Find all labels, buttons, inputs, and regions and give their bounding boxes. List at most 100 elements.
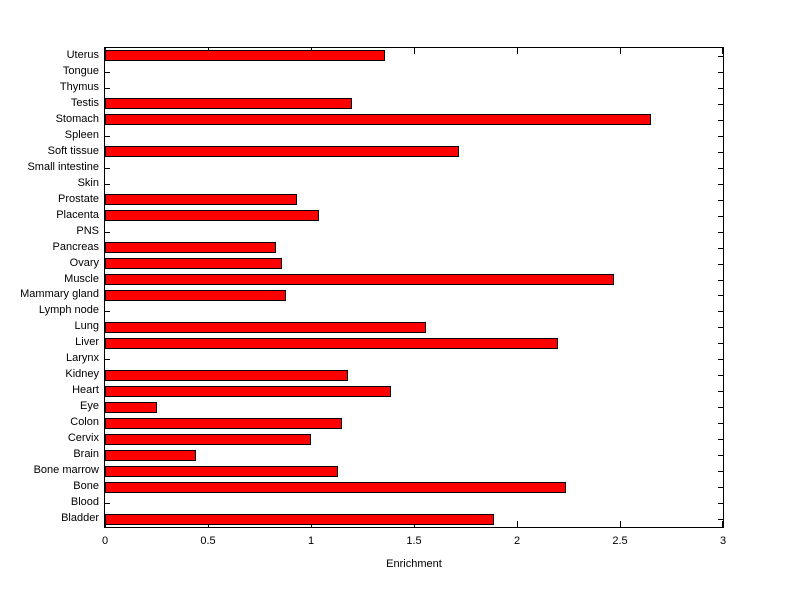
bar <box>105 418 342 429</box>
x-tick-label: 3 <box>719 535 727 547</box>
bar <box>105 114 651 125</box>
y-tick <box>105 503 110 504</box>
bar <box>105 146 459 157</box>
y-tick-label: Muscle <box>64 273 99 285</box>
y-tick <box>718 455 723 456</box>
y-tick <box>718 423 723 424</box>
y-tick-label: Tongue <box>62 65 99 77</box>
bar <box>105 274 614 285</box>
y-tick <box>718 168 723 169</box>
y-tick <box>718 136 723 137</box>
y-tick-label: Brain <box>73 448 99 460</box>
y-tick-label: Mammary gland <box>20 288 99 300</box>
y-tick-label: Uterus <box>66 49 99 61</box>
y-tick-label: Kidney <box>65 368 99 380</box>
x-tick-label: 2.5 <box>612 535 628 547</box>
bar <box>105 514 494 525</box>
y-tick <box>718 311 723 312</box>
y-tick <box>718 343 723 344</box>
bar <box>105 242 276 253</box>
x-tick-label: 1 <box>307 535 315 547</box>
y-tick <box>718 375 723 376</box>
x-axis-title: Enrichment <box>386 558 442 570</box>
y-tick-label: Larynx <box>65 352 99 364</box>
y-tick-label: Spleen <box>64 129 99 141</box>
y-tick <box>718 72 723 73</box>
y-tick-label: Blood <box>70 496 99 508</box>
x-tick-label: 0.5 <box>200 535 216 547</box>
y-tick <box>718 184 723 185</box>
bar <box>105 194 297 205</box>
y-tick-label: Heart <box>72 384 99 396</box>
x-tick <box>620 48 621 54</box>
y-tick-label: Cervix <box>67 432 99 444</box>
y-tick <box>105 136 110 137</box>
y-tick-label: Soft tissue <box>47 145 99 157</box>
y-tick-label: Skin <box>77 177 99 189</box>
y-tick <box>718 407 723 408</box>
y-tick-label: Testis <box>70 97 99 109</box>
bar <box>105 386 391 397</box>
y-tick-label: Colon <box>70 416 99 428</box>
y-tick-label: Stomach <box>55 113 99 125</box>
bar <box>105 50 385 61</box>
bar <box>105 402 157 413</box>
y-tick-label: Prostate <box>58 193 99 205</box>
bar <box>105 338 558 349</box>
y-tick-label: Pancreas <box>52 241 99 253</box>
y-tick <box>105 168 110 169</box>
y-tick <box>105 359 110 360</box>
y-tick-label: Placenta <box>56 209 99 221</box>
y-tick <box>718 295 723 296</box>
bar <box>105 434 311 445</box>
x-tick-label: 1.5 <box>406 535 422 547</box>
bar <box>105 290 286 301</box>
y-tick <box>718 56 723 57</box>
x-tick <box>620 521 621 527</box>
y-tick-label: Liver <box>75 336 99 348</box>
y-tick <box>718 200 723 201</box>
y-tick <box>718 88 723 89</box>
y-tick <box>718 232 723 233</box>
y-tick-label: Bone <box>73 480 99 492</box>
y-tick <box>718 487 723 488</box>
x-tick <box>722 48 723 54</box>
y-tick-label: Eye <box>80 400 99 412</box>
y-tick <box>105 311 110 312</box>
y-tick <box>718 216 723 217</box>
y-tick <box>718 439 723 440</box>
y-tick <box>718 264 723 265</box>
y-tick <box>718 280 723 281</box>
bar <box>105 482 566 493</box>
y-tick <box>105 184 110 185</box>
y-tick-label: Bladder <box>61 512 99 524</box>
x-tick <box>414 48 415 54</box>
bar <box>105 370 348 381</box>
x-tick <box>517 48 518 54</box>
y-tick-label: Bone marrow <box>33 464 99 476</box>
y-tick-label: Thymus <box>59 81 99 93</box>
y-tick <box>105 88 110 89</box>
y-tick <box>718 503 723 504</box>
plot-area <box>104 47 724 528</box>
x-tick <box>722 521 723 527</box>
x-tick <box>517 521 518 527</box>
bar <box>105 322 426 333</box>
y-tick-label: Lymph node <box>38 304 99 316</box>
y-tick <box>718 120 723 121</box>
y-tick <box>105 72 110 73</box>
x-tick-label: 2 <box>513 535 521 547</box>
bar <box>105 98 352 109</box>
bar <box>105 450 196 461</box>
y-tick-label: Lung <box>74 320 99 332</box>
y-tick-label: Ovary <box>69 257 99 269</box>
y-tick-label: Small intestine <box>27 161 99 173</box>
bar <box>105 258 282 269</box>
y-tick <box>718 327 723 328</box>
x-tick-label: 0 <box>101 535 109 547</box>
y-tick <box>718 152 723 153</box>
y-tick-label: PNS <box>76 225 99 237</box>
y-tick <box>718 104 723 105</box>
y-tick <box>105 232 110 233</box>
